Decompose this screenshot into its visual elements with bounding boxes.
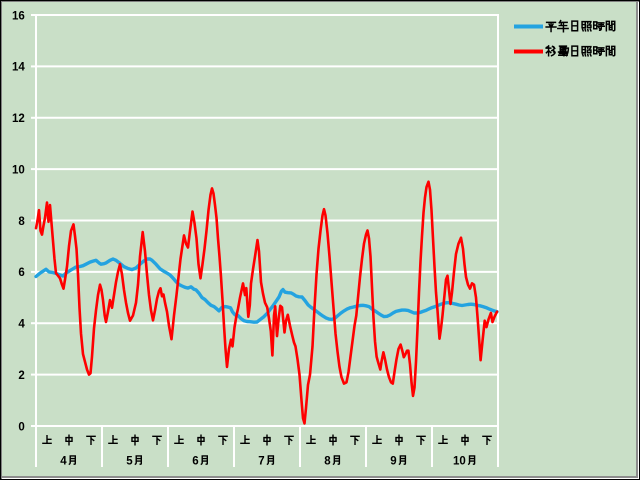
svg-text:9: 9	[390, 456, 396, 468]
svg-text:8: 8	[324, 456, 331, 468]
svg-text:6: 6	[18, 267, 24, 279]
svg-text:10: 10	[12, 164, 25, 176]
svg-text:5: 5	[126, 456, 133, 468]
svg-text:10: 10	[453, 456, 466, 468]
svg-text:7: 7	[258, 456, 264, 468]
svg-text:12: 12	[12, 113, 25, 125]
svg-text:4: 4	[60, 456, 67, 468]
svg-text:0: 0	[18, 421, 24, 433]
svg-text:14: 14	[12, 62, 25, 74]
svg-text:8: 8	[18, 216, 25, 228]
svg-text:6: 6	[192, 456, 198, 468]
svg-text:2: 2	[18, 370, 24, 382]
svg-text:16: 16	[12, 10, 25, 22]
svg-text:4: 4	[18, 319, 25, 331]
